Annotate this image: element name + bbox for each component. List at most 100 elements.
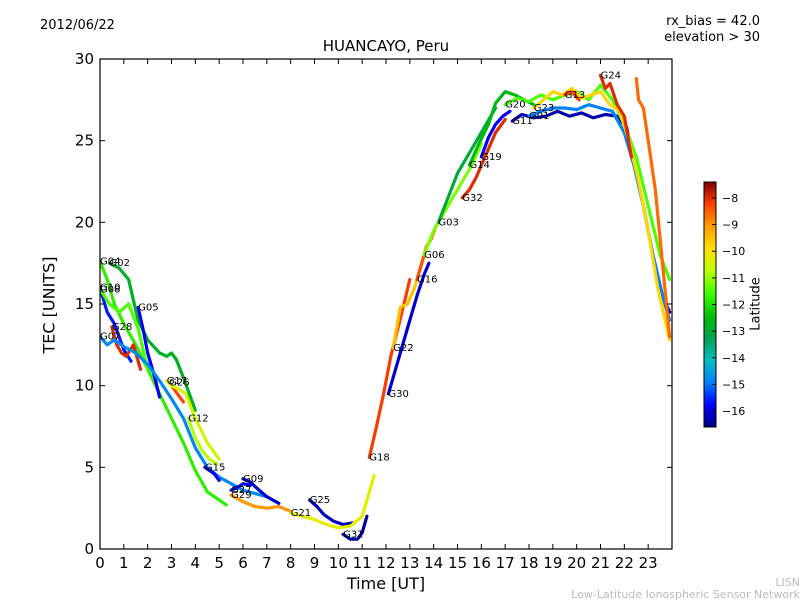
- prn-label: G21: [291, 508, 311, 519]
- x-tick-label: 18: [519, 554, 538, 572]
- series-line-g08: [100, 287, 150, 371]
- prn-label: G04: [100, 257, 120, 268]
- prn-label: G25: [310, 495, 330, 506]
- series-line-g15: [203, 465, 221, 482]
- series-line-g06: [422, 142, 483, 257]
- x-tick-label: 15: [448, 554, 467, 572]
- x-tick-label: 10: [329, 554, 348, 572]
- x-tick-label: 3: [167, 554, 177, 572]
- prn-label: G19: [481, 152, 501, 163]
- y-tick-label: 5: [84, 458, 94, 476]
- y-tick-label: 20: [75, 213, 94, 231]
- y-tick-label: 0: [84, 540, 94, 558]
- series-line-g_east: [634, 76, 672, 339]
- prn-label: G17: [167, 376, 187, 387]
- y-tick-label: 25: [75, 132, 94, 150]
- plot-frame: [99, 58, 673, 550]
- prn-label: G01: [529, 111, 549, 122]
- series-line-g13: [563, 90, 581, 102]
- series-line-g32: [460, 117, 507, 200]
- prn-label: G18: [369, 453, 389, 464]
- series-line-g29: [229, 493, 293, 513]
- prn-label: G22: [393, 343, 413, 354]
- colorbar-tick-label: −14: [722, 352, 745, 365]
- lisn-long-credit: Low-Latitude Ionospheric Sensor Network: [571, 588, 800, 601]
- prn-label: G11: [512, 116, 532, 127]
- chart-title: HUANCAYO, Peru: [322, 37, 450, 55]
- x-tick-label: 19: [543, 554, 562, 572]
- colorbar-tick-label: −9: [722, 219, 738, 232]
- x-tick-label: 14: [424, 554, 443, 572]
- y-tick-label: 30: [75, 50, 94, 68]
- x-tick-label: 2: [143, 554, 153, 572]
- series-line-g21: [289, 473, 376, 530]
- series-line-g09: [241, 477, 281, 505]
- prn-label: G10: [100, 283, 120, 294]
- prn-label: G08: [100, 284, 120, 295]
- prn-label: G32: [462, 193, 482, 204]
- date-label: 2012/06/22: [40, 18, 115, 33]
- x-tick-label: 5: [214, 554, 224, 572]
- series-line-g03: [436, 106, 498, 224]
- x-tick-label: 13: [400, 554, 419, 572]
- colorbar-tick-label: −10: [722, 245, 745, 258]
- parameters-label: rx_bias = 42.0 elevation > 30: [664, 14, 760, 46]
- x-tick-label: 23: [639, 554, 658, 572]
- x-tick-label: 6: [238, 554, 248, 572]
- prn-label: G29: [231, 490, 251, 501]
- prn-label: G14: [469, 160, 489, 171]
- series-line-g07: [100, 335, 269, 499]
- x-tick-label: 16: [472, 554, 491, 572]
- series-line-g30: [386, 261, 431, 396]
- x-tick-label: 0: [95, 554, 105, 572]
- x-tick-label: 20: [567, 554, 586, 572]
- prn-label: G26: [169, 377, 189, 388]
- axes-layer: 0 1 2 3 4 5 6 7 8 9 10 11 12 13 14 15 16 17 18 19 20 21 22 2305…: [75, 50, 672, 572]
- x-tick-label: 7: [262, 554, 272, 572]
- x-tick-label: 22: [615, 554, 634, 572]
- x-tick-label: 4: [191, 554, 201, 572]
- lisn-short-credit: LISN: [775, 576, 800, 589]
- prn-label: G16: [417, 275, 437, 286]
- series-line-g20: [503, 83, 672, 282]
- colorbar-tick-label: −13: [722, 325, 745, 338]
- x-tick-label: 1: [119, 554, 129, 572]
- series-line-g12: [186, 416, 219, 466]
- x-tick-label: 12: [376, 554, 395, 572]
- prn-label: G05: [138, 302, 158, 313]
- prn-label: G06: [424, 250, 444, 261]
- series-line-g23: [532, 86, 672, 342]
- colorbar-tick-label: −16: [722, 405, 745, 418]
- rx-bias-label: rx_bias = 42.0: [666, 14, 760, 29]
- colorbar-tick-label: −8: [722, 192, 738, 205]
- prn-label: G23: [534, 103, 554, 114]
- prn-label: G27: [231, 485, 251, 496]
- series-line-g24: [598, 73, 634, 159]
- series-line-g27: [229, 482, 252, 492]
- series-line-g25: [308, 498, 355, 527]
- series-line-g05: [136, 305, 162, 399]
- x-axis-label: Time [UT]: [346, 574, 426, 593]
- series-line-g17: [165, 379, 221, 461]
- colorbar-tick-label: −11: [722, 272, 745, 285]
- prn-label: G09: [243, 474, 263, 485]
- series-line-g18: [367, 277, 412, 460]
- colorbar-tick-label: −15: [722, 378, 745, 391]
- prn-label: G31: [343, 529, 363, 540]
- colorbar-tick-label: −12: [722, 299, 745, 312]
- series-line-g31: [341, 514, 369, 541]
- prn-label: G20: [505, 100, 525, 111]
- prn-label: G28: [112, 322, 132, 333]
- y-tick-label: 10: [75, 377, 94, 395]
- prn-label: G02: [110, 258, 130, 269]
- colorbar-ticks: −8 −9 −10 −11 −12 −13 −14 −15 −16: [712, 192, 745, 418]
- x-tick-label: 21: [591, 554, 610, 572]
- prn-label: G07: [100, 332, 120, 343]
- elevation-label: elevation > 30: [664, 30, 760, 45]
- series-line-g19: [479, 109, 512, 159]
- x-tick-label: 11: [353, 554, 372, 572]
- series-line-g02: [107, 261, 197, 412]
- series-layer: [100, 73, 672, 541]
- prn-label: G13: [565, 90, 585, 101]
